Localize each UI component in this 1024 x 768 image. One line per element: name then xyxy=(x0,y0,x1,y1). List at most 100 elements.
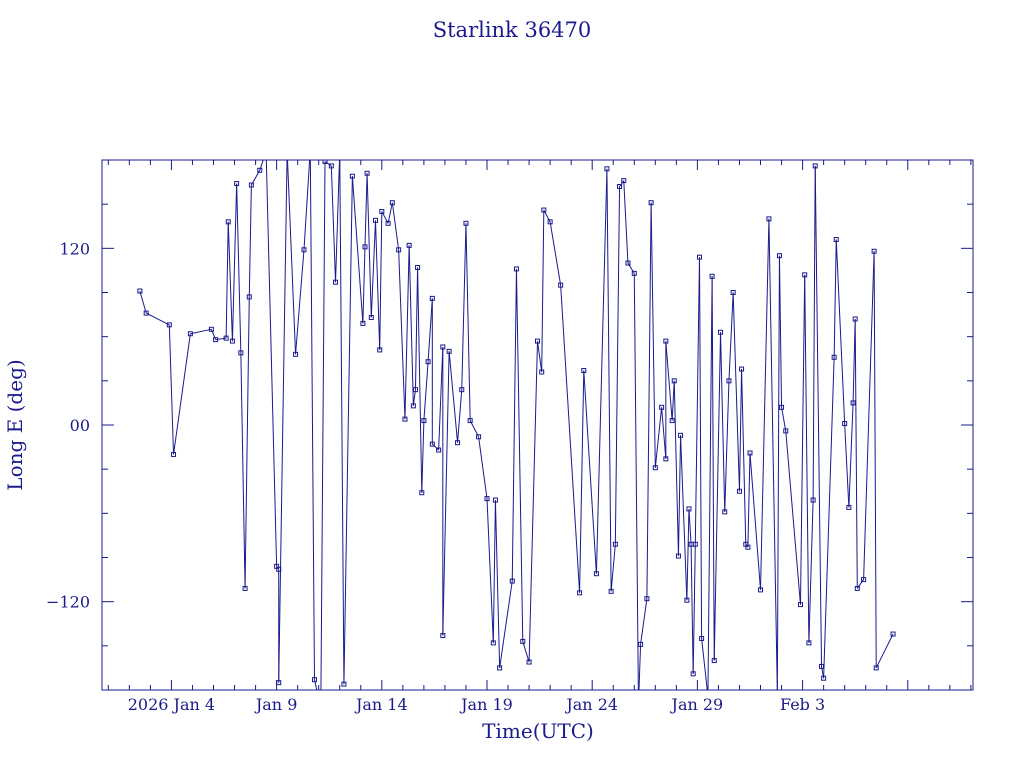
series-segment xyxy=(854,318,858,589)
series-segment xyxy=(423,361,429,421)
data-point xyxy=(684,597,690,603)
series-segment xyxy=(823,357,835,679)
series-segment xyxy=(633,273,639,690)
data-point xyxy=(234,181,240,187)
series-segment xyxy=(583,370,597,574)
series-segment xyxy=(375,220,381,350)
data-point xyxy=(648,200,654,206)
series-segment xyxy=(873,251,877,668)
series-segment xyxy=(278,160,288,683)
series-segment xyxy=(785,430,801,605)
series-segment xyxy=(732,292,740,492)
data-point xyxy=(722,509,728,515)
series-segment xyxy=(711,276,715,661)
series-segment xyxy=(139,290,147,314)
series-segment xyxy=(875,633,894,669)
data-point xyxy=(301,247,307,253)
series-segment xyxy=(768,218,778,690)
series-segment xyxy=(478,436,488,499)
data-point xyxy=(333,279,339,285)
data-point xyxy=(652,465,658,471)
data-point xyxy=(854,585,860,591)
series-segment xyxy=(370,220,377,318)
series-segment xyxy=(240,352,246,589)
series-segment xyxy=(168,324,175,455)
series-segment xyxy=(366,173,372,318)
series-segment xyxy=(537,341,543,373)
series-segment xyxy=(844,423,850,508)
data-point xyxy=(285,149,289,153)
series-segment xyxy=(650,202,656,468)
series-segment xyxy=(747,452,751,548)
data-point xyxy=(264,149,268,153)
series-segment xyxy=(661,407,667,459)
data-point xyxy=(509,578,515,584)
data-point xyxy=(421,418,427,424)
data-point xyxy=(379,209,385,215)
series-segment xyxy=(808,500,814,643)
y-tick-label: 120 xyxy=(59,239,90,258)
data-point xyxy=(513,266,519,272)
data-point xyxy=(238,350,244,356)
series-segment xyxy=(421,420,425,493)
data-point xyxy=(636,703,640,707)
data-point xyxy=(257,167,263,173)
series-segment xyxy=(236,183,242,353)
series-segment xyxy=(833,239,837,358)
data-point xyxy=(663,338,669,344)
data-point xyxy=(229,338,235,344)
series-segment xyxy=(673,380,679,557)
series-segment xyxy=(448,351,459,443)
data-point xyxy=(577,590,583,596)
data-point xyxy=(539,369,545,375)
data-point xyxy=(490,640,496,646)
data-point xyxy=(593,571,599,577)
x-axis-label: Time(UTC) xyxy=(482,719,594,743)
data-point xyxy=(678,432,684,438)
data-point xyxy=(396,247,402,253)
data-point xyxy=(492,497,498,503)
data-point xyxy=(541,207,547,213)
data-point xyxy=(476,434,482,440)
data-point xyxy=(659,404,665,410)
data-point xyxy=(389,200,395,206)
data-point xyxy=(692,541,698,547)
series-segment xyxy=(698,257,703,639)
data-point xyxy=(402,416,408,422)
data-point xyxy=(429,441,435,447)
series-segment xyxy=(799,274,806,605)
data-point xyxy=(663,456,669,462)
data-point xyxy=(806,640,812,646)
series-segment xyxy=(309,160,315,680)
series-segment xyxy=(701,638,708,690)
data-point xyxy=(783,428,789,434)
data-point xyxy=(308,148,312,152)
data-point xyxy=(520,638,526,644)
series-segment xyxy=(694,257,700,545)
data-point xyxy=(709,273,715,279)
data-point xyxy=(276,680,282,686)
data-point xyxy=(617,184,623,189)
series-segment xyxy=(364,173,368,247)
data-point xyxy=(385,220,391,226)
data-point xyxy=(412,387,418,393)
data-point xyxy=(699,635,705,641)
series-segment xyxy=(728,292,734,381)
tick-labels: 2026 Jan 4 Jan 9 Jan 14 Jan 19 Jan 24 Jan 29 F… xyxy=(46,239,825,714)
data-point xyxy=(526,659,532,665)
data-point xyxy=(338,151,342,155)
data-point xyxy=(436,447,442,453)
series-segment xyxy=(619,180,625,187)
data-point xyxy=(775,691,779,695)
data-point xyxy=(638,641,644,647)
data-point xyxy=(671,378,677,384)
series-segment xyxy=(438,346,444,451)
data-point xyxy=(745,544,751,550)
data-point xyxy=(846,504,852,510)
series-segment xyxy=(760,218,770,590)
series-segment xyxy=(610,544,616,592)
data-point xyxy=(360,320,366,326)
data-point xyxy=(621,178,627,184)
data-point xyxy=(833,237,839,242)
data-point xyxy=(696,254,702,260)
